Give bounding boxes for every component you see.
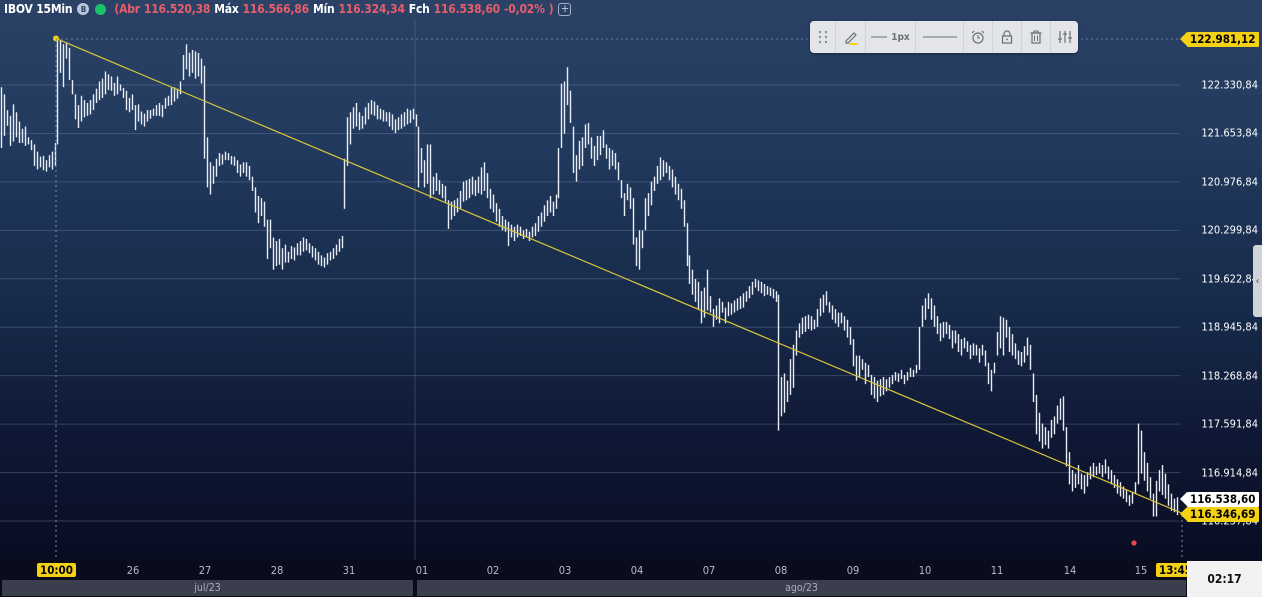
high-label: Máx bbox=[214, 2, 239, 16]
settings-button[interactable] bbox=[1051, 21, 1078, 53]
alarm-clock-icon bbox=[971, 30, 985, 44]
price-axis-label: 118.945,84 bbox=[1201, 320, 1258, 334]
price-axis-label: 120.299,84 bbox=[1201, 223, 1258, 237]
trendline bbox=[55, 37, 1183, 514]
trash-icon bbox=[1030, 30, 1042, 44]
month-band-ago: ago/23 bbox=[417, 580, 1186, 596]
crosshair-time-left: 10:00 bbox=[37, 563, 76, 577]
time-axis-label: 01 bbox=[415, 564, 429, 577]
time-axis-label: 07 bbox=[702, 564, 716, 577]
time-axis-label: 10 bbox=[918, 564, 932, 577]
time-axis-label: 03 bbox=[558, 564, 572, 577]
high-value: 116.566,86 bbox=[242, 2, 310, 16]
time-axis-label: 15 bbox=[1134, 564, 1148, 577]
collapse-panel-handle[interactable]: ‹ bbox=[1253, 245, 1262, 317]
month-band-jul: jul/23 bbox=[2, 580, 413, 596]
time-axis-label: 11 bbox=[990, 564, 1004, 577]
lock-icon bbox=[1001, 30, 1013, 44]
price-axis-label: 117.591,84 bbox=[1201, 417, 1258, 431]
high-price-tag: 122.981,12 bbox=[1179, 32, 1260, 47]
time-axis-label: 08 bbox=[774, 564, 788, 577]
close-paren: ) bbox=[548, 2, 554, 16]
line-width-button[interactable]: 1px bbox=[866, 21, 916, 53]
time-axis-label: 04 bbox=[630, 564, 644, 577]
low-label: Mín bbox=[312, 2, 335, 16]
trendline-price-tag: 116.346,69 bbox=[1179, 507, 1260, 522]
close-value: 116.538,60 bbox=[433, 2, 501, 16]
drawing-toolbar: 1px bbox=[810, 21, 1078, 53]
line-width-label: 1px bbox=[891, 31, 910, 43]
grid-lines bbox=[0, 84, 1180, 522]
crosshair-time-right: 13:45 bbox=[1156, 563, 1188, 577]
line-style-button[interactable] bbox=[916, 21, 964, 53]
time-axis-label: 02 bbox=[486, 564, 500, 577]
close-label: Fch bbox=[408, 2, 430, 16]
line-width-icon bbox=[871, 36, 888, 38]
open-label: (Abr bbox=[114, 2, 140, 16]
chart-plot-area[interactable] bbox=[0, 0, 1262, 560]
add-symbol-button[interactable]: + bbox=[558, 2, 572, 16]
price-axis-label: 116.914,84 bbox=[1201, 466, 1258, 480]
time-axis-label: 31 bbox=[342, 564, 356, 577]
price-axis-label: 118.268,84 bbox=[1201, 369, 1258, 383]
time-axis-label: 09 bbox=[846, 564, 860, 577]
low-value: 116.324,34 bbox=[338, 2, 405, 16]
ohlc-bars bbox=[0, 38, 1179, 517]
symbol-label[interactable]: IBOV 15Min bbox=[4, 2, 73, 16]
alert-button[interactable] bbox=[964, 21, 993, 53]
time-axis-label: 27 bbox=[198, 564, 212, 577]
sliders-icon bbox=[1057, 31, 1072, 43]
price-axis-label: 119.622,84 bbox=[1201, 272, 1258, 286]
price-chart[interactable] bbox=[0, 0, 1262, 560]
drag-handle-icon bbox=[818, 30, 827, 44]
symbol-header: IBOV 15Min B (Abr 116.520,38 Máx 116.566… bbox=[4, 1, 572, 17]
delete-button[interactable] bbox=[1022, 21, 1051, 53]
trendline-anchor bbox=[53, 35, 59, 42]
time-axis-label: 26 bbox=[126, 564, 140, 577]
last-price-tag: 116.538,60 bbox=[1179, 492, 1260, 507]
session-clock: 02:17 bbox=[1187, 561, 1262, 597]
time-axis-label: 14 bbox=[1063, 564, 1077, 577]
line-style-icon bbox=[922, 36, 957, 38]
alert-dot bbox=[1131, 540, 1137, 546]
exchange-icon[interactable]: B bbox=[77, 3, 90, 15]
pencil-icon bbox=[844, 32, 858, 45]
live-status-icon bbox=[95, 3, 107, 15]
change-percent: -0,02% bbox=[503, 2, 545, 16]
open-value: 116.520,38 bbox=[143, 2, 211, 16]
color-button[interactable] bbox=[836, 21, 866, 53]
price-axis-label: 121.653,84 bbox=[1201, 126, 1258, 140]
drag-handle[interactable] bbox=[810, 21, 836, 53]
time-axis-label: 28 bbox=[270, 564, 284, 577]
price-axis-label: 120.976,84 bbox=[1201, 175, 1258, 189]
price-axis-label: 122.330,84 bbox=[1201, 78, 1258, 92]
lock-button[interactable] bbox=[993, 21, 1022, 53]
chevron-left-icon: ‹ bbox=[1255, 275, 1260, 287]
